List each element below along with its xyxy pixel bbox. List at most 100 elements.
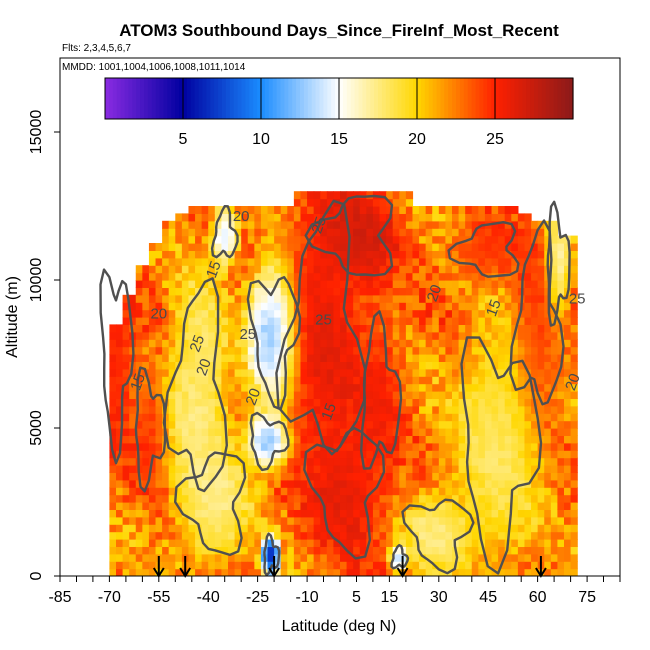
heat-cell <box>484 420 493 429</box>
heat-cell <box>412 294 420 303</box>
heat-cell <box>175 539 183 547</box>
heat-cell <box>313 457 321 466</box>
heat-cell <box>142 428 150 436</box>
heat-cell <box>208 524 216 533</box>
heat-cell <box>260 509 269 518</box>
heat-cell <box>346 405 354 414</box>
heat-cell <box>142 561 150 570</box>
heat-cell <box>175 280 183 288</box>
heat-cell <box>307 539 315 547</box>
heat-cell <box>148 391 157 399</box>
heat-cell <box>465 280 473 288</box>
heat-cell <box>175 250 183 259</box>
colorbar-swatch <box>444 78 449 119</box>
heat-cell <box>221 465 229 473</box>
heat-cell <box>386 487 394 496</box>
heat-cell <box>432 324 440 333</box>
heat-cell <box>175 398 183 407</box>
heat-cell <box>116 339 124 348</box>
heat-cell <box>247 228 255 237</box>
heat-cell <box>544 317 552 325</box>
heat-cell <box>491 442 499 451</box>
heat-cell <box>511 361 519 370</box>
heat-cell <box>386 235 394 244</box>
heat-cell <box>346 339 354 348</box>
heat-cell <box>181 361 190 370</box>
heat-cell <box>366 272 374 281</box>
heat-cell <box>293 191 302 200</box>
heat-cell <box>412 494 420 503</box>
heat-cell <box>142 354 150 362</box>
heat-cell <box>129 428 137 436</box>
heat-cell <box>142 472 150 481</box>
heat-cell <box>333 502 341 510</box>
heat-cell <box>484 346 493 355</box>
heat-cell <box>405 280 414 288</box>
heat-cell <box>274 568 282 576</box>
heat-cell <box>260 228 269 237</box>
heat-cell <box>142 420 150 429</box>
heat-cell <box>465 243 473 251</box>
heat-cell <box>511 272 519 281</box>
heat-cell <box>386 272 394 281</box>
heat-cell <box>550 472 559 481</box>
heat-cell <box>307 509 315 518</box>
heat-cell <box>498 317 506 325</box>
heat-cell <box>438 213 447 222</box>
heat-cell <box>162 361 170 370</box>
heat-cell <box>142 287 150 296</box>
heat-cell <box>524 561 532 570</box>
heat-cell <box>471 257 479 266</box>
heat-cell <box>419 428 427 436</box>
heat-cell <box>372 280 381 288</box>
heat-cell <box>564 531 572 540</box>
heat-cell <box>570 265 578 274</box>
heat-cell <box>162 479 170 488</box>
heat-cell <box>326 465 335 473</box>
heat-cell <box>438 354 447 362</box>
colorbar-tick-label: 15 <box>330 131 348 148</box>
heat-cell <box>570 494 578 503</box>
heat-cell <box>241 450 249 459</box>
heat-cell <box>564 317 572 325</box>
heat-cell <box>445 376 453 385</box>
heat-cell <box>234 280 242 288</box>
heat-cell <box>570 354 578 362</box>
heat-cell <box>195 420 203 429</box>
heat-cell <box>155 450 163 459</box>
heat-cell <box>498 435 506 444</box>
heat-cell <box>234 383 242 392</box>
heat-cell <box>557 539 565 547</box>
heat-cell <box>175 465 183 473</box>
heat-cell <box>432 568 440 576</box>
heat-cell <box>148 250 157 259</box>
heat-cell <box>300 405 308 414</box>
heat-cell <box>267 405 275 414</box>
heat-cell <box>372 413 381 422</box>
heat-cell <box>340 220 348 229</box>
heat-cell <box>471 472 479 481</box>
heat-cell <box>320 235 328 244</box>
heat-cell <box>155 317 163 325</box>
heat-cell <box>320 405 328 414</box>
heat-cell <box>247 524 255 533</box>
heat-cell <box>148 302 157 311</box>
heat-cell <box>372 302 381 311</box>
heat-cell <box>498 531 506 540</box>
heat-cell <box>188 531 196 540</box>
colorbar-swatch <box>132 78 137 119</box>
heat-cell <box>550 235 559 244</box>
heat-cell <box>471 494 479 503</box>
heat-cell <box>438 524 447 533</box>
heat-cell <box>260 524 269 533</box>
heat-cell <box>234 442 242 451</box>
heat-cell <box>524 398 532 407</box>
heat-cell <box>208 472 216 481</box>
heat-cell <box>267 546 275 555</box>
contour-label: 20 <box>233 208 250 225</box>
colorbar-swatch <box>409 78 414 119</box>
heat-cell <box>162 220 170 229</box>
heat-cell <box>570 479 578 488</box>
heat-cell <box>537 272 545 281</box>
heat-cell <box>458 324 466 333</box>
